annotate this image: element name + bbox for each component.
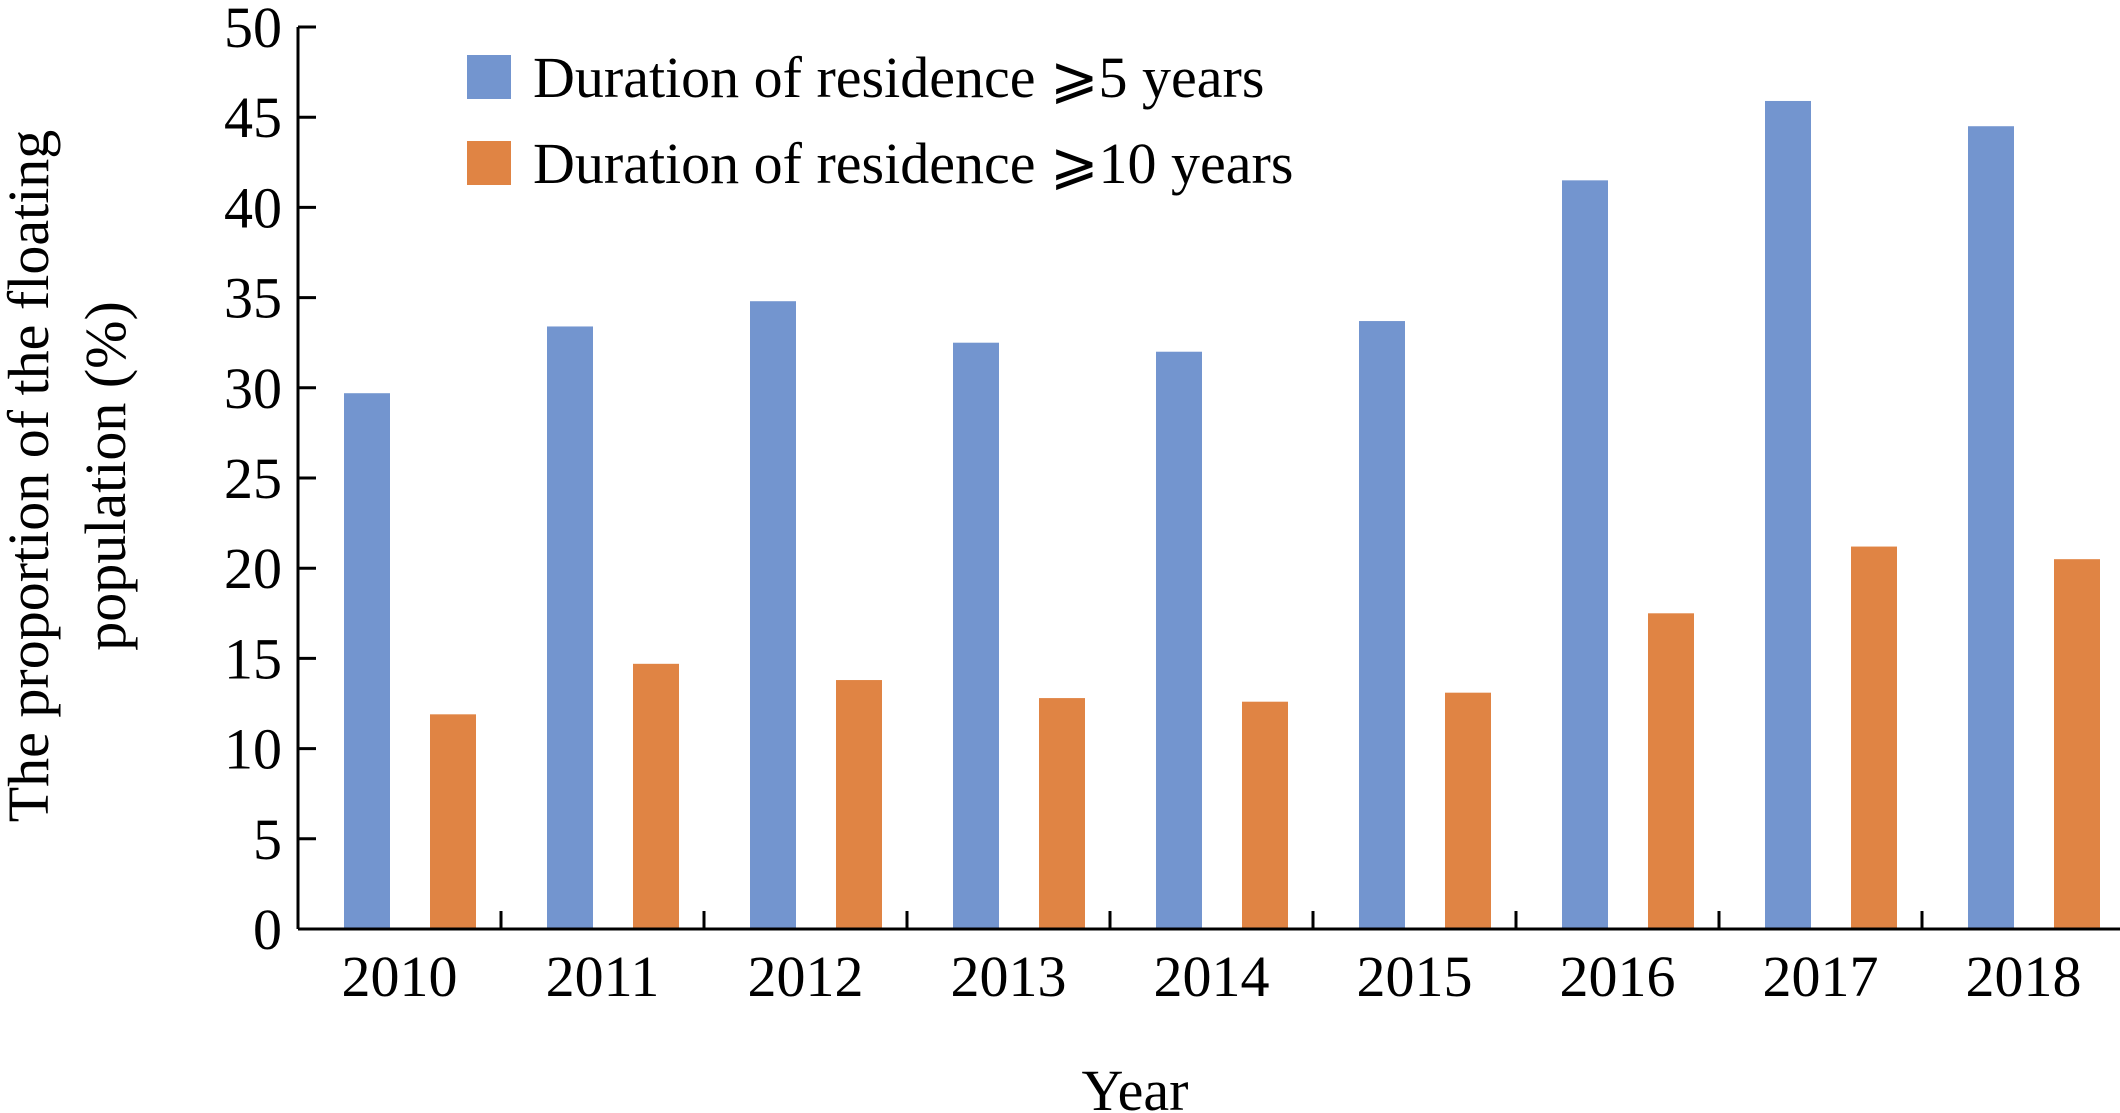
bar-series-1-2012 (750, 301, 796, 929)
bar-series-2-2012 (836, 680, 882, 929)
legend-swatch-series-1 (467, 55, 511, 99)
legend-label-series-1: Duration of residence ⩾5 years (533, 45, 1264, 110)
y-tick-label: 25 (224, 446, 282, 511)
x-tick-label: 2018 (1966, 944, 2082, 1009)
y-tick-label: 5 (253, 807, 282, 872)
bar-series-2-2011 (633, 663, 679, 929)
legend-label-series-2: Duration of residence ⩾10 years (533, 131, 1293, 196)
axes (296, 27, 2120, 931)
bar-series-2-2013 (1039, 698, 1085, 929)
bar-series-2-2010 (430, 714, 476, 929)
x-tick-label: 2010 (342, 944, 458, 1009)
bar-series-2-2016 (1648, 613, 1694, 929)
y-tick-label: 20 (224, 536, 282, 601)
bar-series-1-2017 (1765, 100, 1811, 930)
y-axis-title-line-2: population (%) (73, 301, 138, 651)
bar-series-1-2011 (547, 326, 593, 929)
y-tick-label: 50 (224, 0, 282, 60)
y-tick-label: 35 (224, 266, 282, 331)
bar-series-2-2018 (2054, 559, 2100, 929)
y-axis-ticks: 0 5 10 15 20 25 30 35 40 45 50 (224, 0, 316, 962)
x-tick-label: 2012 (748, 944, 864, 1009)
bar-series-2-2017 (1851, 546, 1897, 929)
legend: Duration of residence ⩾5 years Duration o… (467, 45, 1293, 196)
x-tick-label: 2015 (1357, 944, 1473, 1009)
bar-series-1-2016 (1562, 180, 1608, 930)
x-tick-label: 2011 (546, 944, 660, 1009)
y-tick-label: 10 (224, 717, 282, 782)
y-tick-label: 40 (224, 175, 282, 240)
x-tick-label: 2016 (1560, 944, 1676, 1009)
y-tick-label: 45 (224, 85, 282, 150)
bar-series-2-2014 (1242, 701, 1288, 929)
bar-series-1-2013 (953, 342, 999, 929)
y-tick-label: 30 (224, 356, 282, 421)
bar-series-1-2018 (1968, 126, 2014, 930)
y-tick-label: 15 (224, 626, 282, 691)
x-tick-label: 2013 (951, 944, 1067, 1009)
y-tick-label: 0 (253, 897, 282, 962)
x-tick-label: 2014 (1154, 944, 1270, 1009)
x-tick-label: 2017 (1763, 944, 1879, 1009)
bar-series-2-2015 (1445, 692, 1491, 929)
y-axis-title-line-1: The proportion of the floating (0, 130, 61, 823)
legend-swatch-series-2 (467, 141, 511, 185)
x-axis-ticks: 2010 2011 2012 2013 2014 2015 2016 2017 2018 (296, 911, 2082, 1009)
x-axis-title: Year (1082, 1058, 1189, 1113)
bar-series-1-2010 (344, 393, 390, 929)
bars (344, 100, 2100, 930)
bar-series-1-2014 (1156, 351, 1202, 930)
bar-series-1-2015 (1359, 321, 1405, 929)
y-axis-title: The proportion of the floating populatio… (0, 130, 138, 823)
